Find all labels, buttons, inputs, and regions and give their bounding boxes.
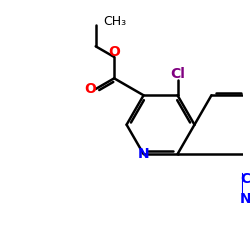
Text: O: O (108, 45, 120, 59)
Text: C: C (240, 172, 250, 186)
Text: CH₃: CH₃ (104, 14, 126, 28)
Text: N: N (240, 192, 250, 206)
Text: Cl: Cl (170, 67, 185, 81)
Text: N: N (138, 147, 149, 161)
Text: O: O (84, 82, 96, 96)
